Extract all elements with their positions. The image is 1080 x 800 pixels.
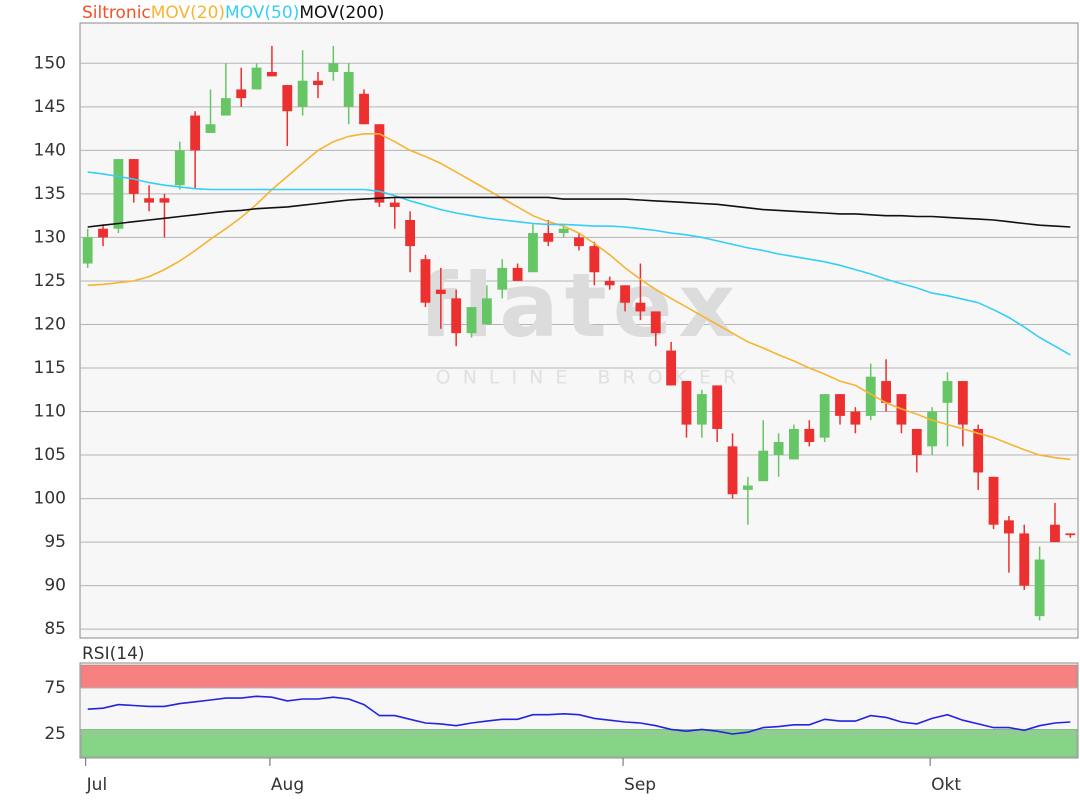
candle-body	[282, 85, 293, 112]
candle-body	[650, 311, 661, 334]
y-tick-label: 110	[34, 402, 66, 422]
x-tick-label: Okt	[931, 775, 961, 795]
candle-body	[543, 233, 554, 242]
candle-body	[481, 298, 492, 325]
candle-body	[98, 228, 108, 238]
legend-entry: Siltronic	[82, 3, 151, 23]
candle-body	[359, 93, 369, 125]
y-tick-label: 135	[34, 184, 66, 204]
candle-body	[297, 80, 308, 107]
candle-body	[82, 237, 93, 264]
candle-body	[190, 115, 201, 151]
candle-body	[574, 237, 584, 247]
candle-body	[420, 259, 431, 303]
y-tick-label: 130	[34, 227, 66, 247]
series-line	[87, 171, 1071, 356]
candle-body	[528, 233, 538, 273]
candle-body	[942, 381, 953, 403]
legend-entry: MOV(200)	[299, 3, 384, 23]
candle-body	[174, 150, 185, 186]
candle-body	[159, 198, 170, 203]
candle-body	[789, 428, 799, 460]
y-tick-label: 145	[34, 97, 66, 117]
candle-body	[405, 220, 416, 247]
candle-body	[343, 72, 354, 107]
candle-body	[1019, 533, 1030, 586]
candle-body	[251, 67, 262, 90]
candle-body	[696, 394, 707, 425]
candle-body	[328, 63, 339, 73]
candle-body	[819, 394, 830, 438]
y-tick-label: 25	[44, 724, 66, 744]
series-line	[87, 196, 1071, 228]
rsi-band	[80, 664, 1078, 689]
candle-body	[666, 350, 677, 386]
y-tick-label: 140	[34, 140, 66, 160]
y-tick-label: 95	[44, 532, 66, 552]
candle-body	[113, 159, 124, 229]
candle-body	[374, 124, 385, 203]
candle-body	[205, 124, 216, 133]
candle-body	[1065, 533, 1076, 536]
candle-body	[313, 80, 323, 86]
candle-body	[865, 376, 876, 416]
candle-body	[973, 428, 984, 473]
rsi-legend: RSI(14)	[82, 644, 145, 664]
y-tick-label: 105	[34, 445, 66, 465]
legend-entry: MOV(50)	[225, 3, 299, 23]
candle-body	[773, 441, 784, 456]
candle-body	[988, 476, 999, 525]
y-tick-label: 150	[34, 53, 66, 73]
candle-body	[435, 289, 446, 295]
candle-body	[1034, 559, 1045, 617]
plot-area	[79, 22, 1079, 639]
legend: SiltronicMOV(20)MOV(50)MOV(200)	[82, 3, 384, 23]
candle-body	[389, 202, 400, 207]
candle-body	[927, 411, 938, 447]
candle-body	[712, 385, 723, 429]
candle-body	[881, 381, 891, 403]
candle-body	[850, 411, 861, 425]
y-tick-label: 100	[34, 489, 66, 509]
candle-body	[466, 307, 477, 334]
candle-body	[804, 428, 815, 442]
y-tick-label: 120	[34, 314, 66, 334]
candle-body	[144, 198, 155, 203]
candle-body	[512, 267, 523, 281]
candle-body	[236, 89, 247, 99]
candle-body	[911, 428, 922, 456]
candle-body	[681, 381, 692, 425]
candle-body	[742, 485, 753, 490]
watermark-title: flatex	[419, 254, 741, 357]
candle-body	[957, 381, 968, 425]
candle-body	[835, 394, 845, 416]
candle-body	[220, 98, 231, 116]
candle-body	[589, 246, 600, 273]
x-tick-label: Sep	[624, 775, 656, 795]
candle-body	[1003, 520, 1014, 534]
candle-body	[604, 280, 615, 286]
y-tick-label: 85	[44, 619, 66, 639]
candle-body	[128, 159, 139, 194]
y-tick-label: 75	[44, 678, 66, 698]
x-tick-label: Aug	[271, 775, 304, 795]
candle-body	[451, 298, 462, 334]
candle-body	[497, 267, 508, 290]
y-tick-label: 125	[34, 271, 66, 291]
legend-entry: MOV(20)	[151, 3, 225, 23]
x-tick-label: Jul	[86, 775, 108, 795]
series-line	[87, 695, 1071, 735]
candle-body	[727, 446, 738, 495]
watermark-subtitle: ONLINE BROKER	[436, 367, 748, 389]
candle-body	[558, 228, 569, 234]
y-tick-label: 115	[34, 358, 66, 378]
y-tick-label: 90	[44, 576, 66, 596]
candle-body	[267, 72, 277, 77]
candle-body	[635, 302, 646, 312]
candle-body	[758, 450, 769, 482]
candle-body	[620, 285, 630, 303]
candle-body	[1050, 524, 1060, 543]
